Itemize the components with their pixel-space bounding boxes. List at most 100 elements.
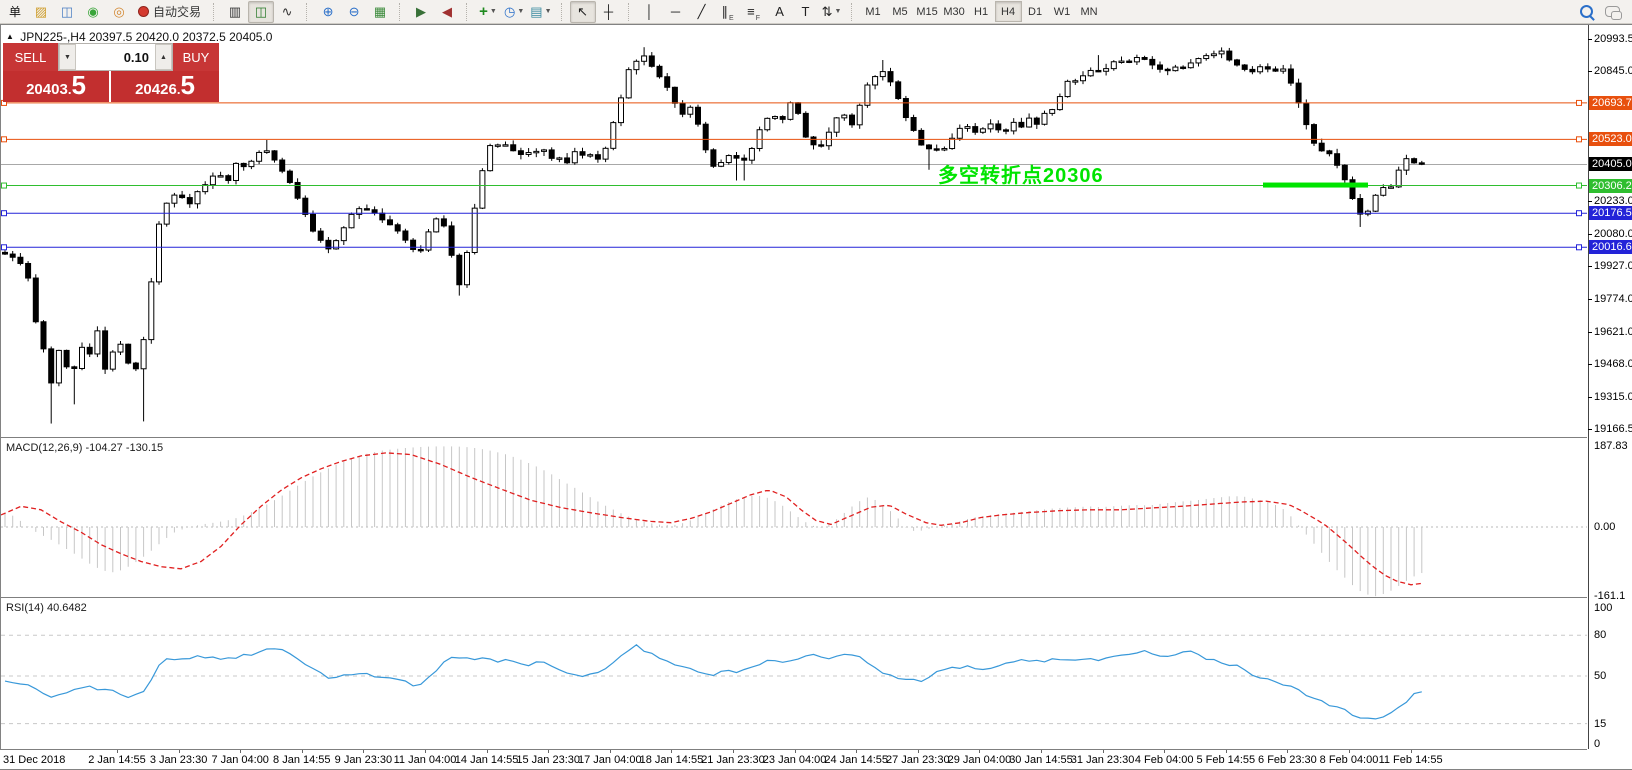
templates-button[interactable]: ▤ ▼: [527, 1, 554, 23]
buy-price[interactable]: 20426 . 5: [111, 71, 219, 102]
volume-value[interactable]: 0.10: [123, 49, 149, 65]
trendline-segment[interactable]: [1263, 182, 1368, 188]
candlestick-chart-button[interactable]: ◫: [248, 0, 275, 23]
profiles-button[interactable]: ◫: [54, 1, 80, 23]
timeframe-d1[interactable]: D1: [1028, 5, 1043, 18]
autotrade-button[interactable]: 自动交易: [132, 1, 207, 23]
chevron-down-icon[interactable]: ▼: [834, 8, 842, 15]
text-label-button[interactable]: T: [793, 1, 819, 23]
candlestick-chart-icon: ◫: [254, 4, 268, 19]
equidistant-channel-button[interactable]: ∥ E: [715, 1, 741, 23]
new-chart-button[interactable]: ▨: [28, 1, 54, 23]
macd-panel-canvas[interactable]: [1, 439, 1587, 597]
toolbar-separator: [560, 2, 566, 21]
rsi-background: [1, 599, 1587, 749]
chevron-down-icon[interactable]: ▼: [489, 8, 497, 15]
fibonacci-button[interactable]: ≡ F: [741, 1, 767, 23]
signals-button[interactable]: ◉: [80, 1, 106, 23]
time-label: 17 Jan 04:00: [577, 754, 642, 766]
hline-handle[interactable]: [1576, 244, 1582, 251]
collapse-arrow-icon[interactable]: ▲: [6, 32, 14, 41]
candle-body: [1010, 121, 1017, 132]
community-button[interactable]: ◎: [106, 1, 132, 23]
chart-shift-button[interactable]: ◀: [434, 1, 460, 23]
new-order-button[interactable]: 单: [8, 5, 21, 19]
candle-body: [286, 170, 293, 183]
chevron-down-icon[interactable]: ▼: [517, 8, 525, 15]
periods-button[interactable]: ◷ ▼: [501, 1, 527, 23]
candle-body: [895, 81, 902, 100]
toolbar: 单 ▨ ◫ ◉ ◎ 自动交易 ▥ ◫ ∿ ⊕ ⊖ ▦ ▶ ◀ + ▼ ◷ ▼ ▤ ▼ ↖ ┼ │ ─ ╱ ∥ E ≡ F A T ⇅ ▼ M1 M…: [0, 0, 1632, 24]
hline-handle[interactable]: [1576, 99, 1582, 106]
hline-handle[interactable]: [1576, 136, 1582, 143]
hline-handle[interactable]: [1576, 182, 1582, 189]
buy-button[interactable]: BUY: [173, 43, 219, 71]
time-axis[interactable]: 31 Dec 2018 2 Jan 14:55 3 Jan 23:30 7 Jan 0…: [0, 750, 1588, 769]
candle-body: [579, 151, 586, 156]
candle-body: [325, 239, 332, 250]
auto-scroll-button[interactable]: ▶: [408, 1, 434, 23]
indicators-button[interactable]: + ▼: [475, 1, 501, 23]
volume-increase-button[interactable]: ▲: [155, 44, 172, 70]
timeframe-m15[interactable]: M15: [916, 5, 938, 18]
chat-icon[interactable]: [1605, 6, 1622, 20]
hline-handle[interactable]: [1, 136, 7, 143]
candle-body: [302, 197, 309, 215]
hline-handle[interactable]: [1, 244, 7, 251]
rsi-panel-canvas[interactable]: [1, 599, 1587, 749]
vertical-line-button[interactable]: │: [637, 1, 663, 23]
hline-handle[interactable]: [1576, 210, 1582, 217]
timeframe-m1[interactable]: M1: [865, 5, 881, 18]
time-tick: [917, 750, 919, 753]
zoom-in-button[interactable]: ⊕: [315, 1, 341, 23]
time-label: 27 Jan 23:30: [885, 754, 950, 766]
zoom-out-button[interactable]: ⊖: [341, 1, 367, 23]
search-icon[interactable]: [1580, 5, 1593, 18]
sell-price[interactable]: 20403 . 5: [3, 71, 109, 102]
timeframe-m30[interactable]: M30: [943, 5, 965, 18]
bar-chart-button[interactable]: ▥: [222, 1, 248, 23]
candle-body: [548, 149, 555, 159]
candle-body: [1018, 121, 1025, 128]
price-chart-canvas[interactable]: [1, 25, 1587, 437]
candle-body: [1241, 64, 1248, 70]
candle-body: [1195, 58, 1202, 64]
candle-body: [179, 194, 186, 199]
one-click-trading-panel: SELL ▼ 0.10 ▲ BUY 20403 . 5 20426 . 5: [3, 43, 219, 102]
hline-handle[interactable]: [1, 182, 7, 189]
time-label: 23 Jan 04:00: [762, 754, 827, 766]
timeframe-w1[interactable]: W1: [1053, 5, 1071, 18]
candle-body: [718, 162, 725, 167]
timeframe-mn[interactable]: MN: [1080, 5, 1098, 18]
sell-button[interactable]: SELL: [3, 43, 58, 71]
candle-body: [356, 208, 363, 215]
time-tick: [979, 750, 981, 753]
arrows-button[interactable]: ⇅ ▼: [819, 1, 845, 23]
panel-splitter[interactable]: [1, 437, 1587, 438]
time-label: 5 Feb 14:55: [1196, 754, 1256, 766]
candle-body: [556, 157, 563, 160]
sell-price-dot: .: [67, 82, 72, 97]
line-chart-button[interactable]: ∿: [274, 1, 300, 23]
candle-body: [317, 230, 324, 241]
time-tick: [1349, 750, 1350, 753]
volume-decrease-button[interactable]: ▼: [59, 44, 76, 70]
chevron-down-icon[interactable]: ▼: [544, 8, 552, 15]
text-button[interactable]: A: [767, 1, 793, 23]
hline-handle[interactable]: [1, 210, 7, 217]
horizontal-line-button[interactable]: ─: [663, 1, 689, 23]
timeframe-h1[interactable]: H1: [974, 5, 989, 18]
tile-windows-button[interactable]: ▦: [367, 1, 393, 23]
candle-body: [849, 114, 855, 126]
timeframe-h4[interactable]: H4: [994, 1, 1022, 22]
chart-annotation[interactable]: 多空转折点20306: [938, 165, 1104, 187]
cursor-button[interactable]: ↖: [569, 0, 596, 23]
timeframe-m5[interactable]: M5: [892, 5, 908, 18]
candle-body: [610, 122, 617, 149]
candle-body: [448, 225, 455, 256]
candle-body: [1218, 50, 1225, 55]
trendline-button[interactable]: ╱: [689, 1, 715, 23]
horizontal-line-icon: ─: [670, 4, 681, 19]
panel-splitter[interactable]: [1, 597, 1587, 598]
crosshair-button[interactable]: ┼: [596, 1, 622, 23]
